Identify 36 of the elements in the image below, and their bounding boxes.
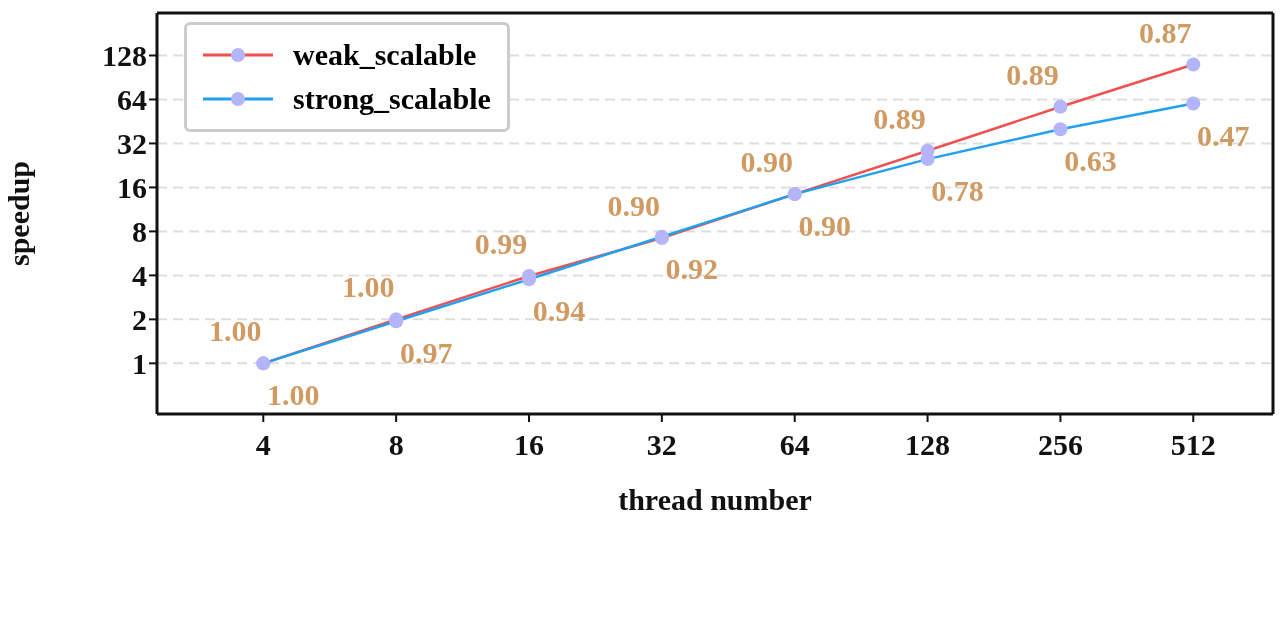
y-axis-title: speedup [1, 160, 35, 267]
y-tick-label: 8 [132, 215, 147, 249]
annotation: 0.94 [532, 294, 586, 328]
annotation: 0.47 [1197, 118, 1250, 152]
x-tick-label: 128 [905, 428, 951, 462]
y-tick-label: 64 [117, 83, 147, 117]
annotation: 0.63 [1064, 144, 1117, 178]
y-tick-label: 2 [132, 303, 147, 336]
x-tick-label: 64 [779, 428, 810, 462]
x-tick-label: 16 [514, 428, 544, 462]
annotation: 0.89 [873, 101, 926, 135]
x-tick-label: 256 [1037, 428, 1083, 462]
x-tick-label: 8 [388, 428, 404, 462]
y-tick-label: 16 [117, 171, 147, 205]
legend-label: strong_scalable [293, 81, 491, 117]
annotation: 0.97 [399, 336, 453, 370]
y-tick-label: 128 [102, 39, 147, 73]
annotation: 1.00 [341, 270, 395, 304]
x-axis-title: thread number [618, 483, 812, 516]
annotation: 1.00 [209, 314, 262, 348]
annotation: 0.90 [740, 145, 793, 179]
annotation: 0.78 [931, 174, 984, 208]
x-tick-label: 512 [1170, 428, 1216, 462]
annotation: 0.92 [665, 251, 719, 285]
annotation: 1.00 [267, 378, 320, 412]
x-tick-label: 4 [255, 428, 271, 462]
x-tick-label: 32 [646, 428, 677, 462]
legend-label: weak_scalable [293, 37, 477, 73]
y-tick-label: 32 [117, 127, 147, 161]
y-tick-label: 1 [132, 346, 147, 380]
y-tick-label: 4 [132, 259, 147, 293]
annotation: 0.89 [1006, 57, 1059, 91]
annotation: 0.87 [1139, 15, 1192, 49]
annotation: 0.99 [474, 227, 528, 261]
annotation: 0.90 [798, 209, 851, 243]
annotation: 0.90 [607, 189, 661, 223]
